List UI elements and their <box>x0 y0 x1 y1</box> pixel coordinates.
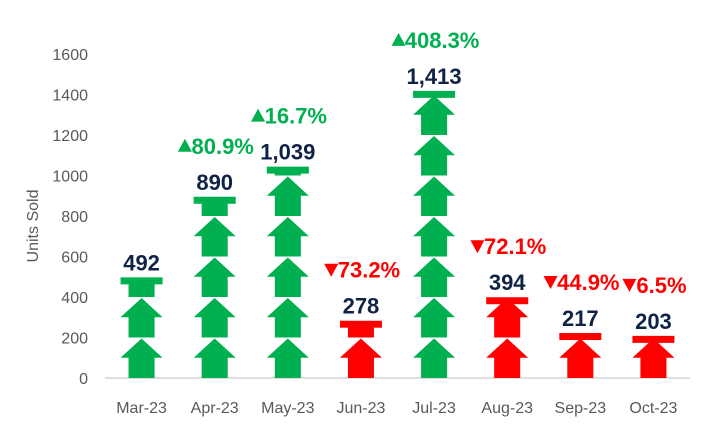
bar-cap <box>486 298 529 305</box>
value-label: 1,413 <box>407 64 462 89</box>
bar-cap <box>193 197 236 204</box>
y-tick-label: 1000 <box>52 169 88 186</box>
house-icon <box>193 257 236 297</box>
house-icon <box>486 338 529 378</box>
percent-change-label: 72.1% <box>484 234 546 259</box>
triangle-up-icon <box>251 108 266 122</box>
value-label: 890 <box>196 170 233 195</box>
percent-change-label: 73.2% <box>338 258 400 283</box>
bar-apr-23 <box>193 197 236 378</box>
y-tick-label: 0 <box>79 371 88 388</box>
house-icon <box>413 257 456 297</box>
percent-change-label: 408.3% <box>405 28 480 53</box>
triangle-down-icon <box>470 240 485 254</box>
house-icon <box>266 257 309 297</box>
value-label: 278 <box>343 294 380 319</box>
house-icon <box>193 338 236 378</box>
x-tick-label: Oct-23 <box>629 400 677 417</box>
house-icon <box>413 136 456 176</box>
triangle-up-icon <box>177 138 192 152</box>
x-tick-label: Sep-23 <box>555 400 607 417</box>
house-icon <box>413 217 456 257</box>
y-tick-label: 800 <box>61 209 88 226</box>
bar-cap <box>413 91 456 98</box>
y-tick-label: 200 <box>61 331 88 348</box>
bar-mar-23 <box>120 278 163 378</box>
house-icon <box>413 95 456 135</box>
x-tick-label: Aug-23 <box>481 400 533 417</box>
value-label: 492 <box>123 250 160 275</box>
triangle-up-icon <box>391 32 406 46</box>
x-tick-label: Jun-23 <box>336 400 385 417</box>
value-label: 217 <box>562 306 599 331</box>
x-tick-label: Apr-23 <box>191 400 239 417</box>
y-tick-label: 1600 <box>52 47 88 64</box>
house-icon <box>413 338 456 378</box>
percent-change-label: 80.9% <box>191 134 253 159</box>
bar-cap <box>559 334 602 341</box>
bar-jun-23 <box>339 321 382 378</box>
triangle-down-icon <box>622 278 637 292</box>
house-icon <box>413 176 456 216</box>
bar-jul-23 <box>413 91 456 378</box>
house-icon <box>266 338 309 378</box>
triangle-down-icon <box>543 276 558 290</box>
value-label: 394 <box>489 270 526 295</box>
x-tick-label: Jul-23 <box>412 400 456 417</box>
y-axis-title: Units Sold <box>25 190 42 263</box>
house-icon <box>559 338 602 378</box>
house-icon <box>193 217 236 257</box>
y-tick-label: 400 <box>61 290 88 307</box>
x-tick-label: May-23 <box>261 400 314 417</box>
house-icon <box>266 298 309 338</box>
house-icon <box>266 176 309 216</box>
y-tick-label: 600 <box>61 250 88 267</box>
bar-cap <box>266 167 309 174</box>
y-tick-label: 1200 <box>52 128 88 145</box>
triangle-down-icon <box>324 263 339 277</box>
house-icon <box>486 298 529 338</box>
house-icon <box>339 338 382 378</box>
percent-change-label: 44.9% <box>557 270 619 295</box>
house-icon <box>120 298 163 338</box>
bar-may-23 <box>266 167 309 378</box>
x-tick-label: Mar-23 <box>116 400 167 417</box>
value-label: 1,039 <box>260 140 315 165</box>
house-icon <box>193 298 236 338</box>
house-icon <box>632 338 675 378</box>
bar-cap <box>339 321 382 328</box>
house-icon <box>120 338 163 378</box>
house-icon <box>413 298 456 338</box>
percent-change-label: 16.7% <box>265 104 327 129</box>
bar-cap <box>120 278 163 285</box>
value-label: 203 <box>635 309 672 334</box>
bar-aug-23 <box>486 298 529 378</box>
bar-cap <box>632 336 675 343</box>
percent-change-label: 6.5% <box>636 273 686 298</box>
y-tick-label: 1400 <box>52 88 88 105</box>
house-icon <box>266 217 309 257</box>
